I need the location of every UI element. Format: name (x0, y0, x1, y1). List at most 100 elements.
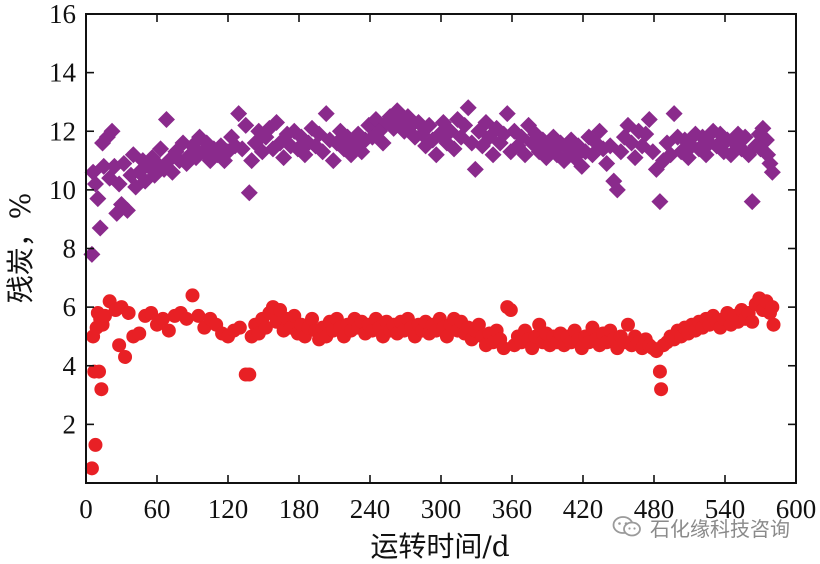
x-tick-label: 600 (776, 494, 817, 524)
diamond-point (83, 245, 101, 263)
circle-point (92, 364, 107, 379)
y-axis-title: 残炭，% (4, 193, 37, 304)
diamond-point (86, 175, 104, 193)
circle-point (185, 288, 200, 303)
diamond-point (752, 140, 769, 158)
y-tick-label: 8 (63, 234, 77, 264)
diamond-point (651, 193, 669, 211)
circle-point (232, 320, 247, 335)
diamond-point (427, 146, 445, 164)
diamond-point (243, 152, 261, 170)
diamond-point (275, 149, 293, 167)
diamond-point (516, 146, 534, 164)
circle-point (112, 338, 127, 353)
circle-point (765, 300, 780, 315)
x-tick-label: 240 (350, 494, 391, 524)
circle-point (94, 382, 109, 397)
circle-point (132, 326, 147, 341)
watermark-text: 石化缘科技咨询 (650, 516, 790, 541)
diamond-point (268, 113, 286, 131)
diamond-point (644, 143, 662, 161)
diamond-point (89, 190, 107, 208)
circle-point (161, 323, 176, 338)
axes: 0 60 120 180 240 300 360 420 480 540 600 2 4 6 8 10 12 14… (49, 0, 816, 524)
diamond-point (591, 122, 609, 140)
diamond-point (573, 157, 591, 175)
circle-point (118, 349, 133, 364)
wechat-icon (612, 516, 641, 537)
y-tick-label: 16 (49, 0, 76, 29)
y-tick-label: 12 (49, 116, 76, 146)
diamond-point (246, 134, 264, 152)
diamond-point (484, 146, 502, 164)
circle-point (121, 305, 136, 320)
circle-point (525, 341, 540, 356)
diamond-point (157, 111, 175, 129)
diamond-point (240, 184, 258, 202)
diamond-point (324, 152, 342, 170)
diamond-point (459, 99, 477, 117)
y-tick-label: 14 (49, 58, 77, 88)
diamond-point (736, 128, 754, 146)
x-tick-label: 360 (492, 494, 533, 524)
circle-point (496, 341, 511, 356)
diamond-point (420, 116, 438, 134)
diamond-point (115, 154, 133, 172)
diamond-point (612, 143, 630, 161)
circle-point (155, 311, 170, 326)
diamond-point (498, 105, 516, 123)
diamond-point (495, 125, 513, 143)
circle-point (585, 320, 600, 335)
diamond-point (665, 105, 683, 123)
circle-point (745, 314, 760, 329)
x-tick-label: 420 (563, 494, 604, 524)
diamond-point (237, 116, 255, 134)
circle-point (179, 311, 194, 326)
circle-point (305, 311, 320, 326)
circle-point (620, 317, 635, 332)
x-tick-label: 60 (144, 494, 171, 524)
watermark: 石化缘科技咨询 (612, 510, 790, 544)
circle-point (471, 317, 486, 332)
y-tick-label: 2 (63, 409, 77, 439)
diamond-point (118, 201, 136, 219)
diamond-point (314, 143, 332, 161)
circle-point (97, 308, 112, 323)
diamond-point (233, 140, 251, 158)
x-tick-label: 120 (208, 494, 249, 524)
y-tick-label: 10 (49, 175, 76, 205)
x-tick-label: 480 (634, 494, 675, 524)
plot-frame (85, 13, 797, 484)
x-tick-label: 300 (421, 494, 462, 524)
circle-point (84, 461, 99, 476)
diamond-point (152, 140, 170, 158)
diamond-point (598, 154, 616, 172)
data-points (83, 99, 781, 476)
diamond-point (445, 140, 463, 158)
circle-point (654, 382, 669, 397)
diamond-point (317, 105, 335, 123)
diamond-point (466, 160, 484, 178)
diamond-point (260, 119, 278, 137)
diamond-point (103, 122, 121, 140)
diamond-point (374, 134, 392, 152)
circle-point (242, 367, 257, 382)
diamond-point (110, 175, 128, 193)
diamond-point (640, 111, 658, 129)
circle-point (258, 320, 273, 335)
circle-point (766, 317, 781, 332)
diamond-point (637, 125, 655, 143)
diamond-point (456, 116, 474, 134)
x-axis-title: 运转时间/d (370, 530, 509, 563)
diamond-point (626, 149, 644, 167)
circle-point (503, 303, 518, 318)
y-tick-label: 6 (63, 292, 77, 322)
diamond-point (163, 163, 181, 181)
diamond-point (95, 157, 113, 175)
diamond-point (763, 163, 781, 181)
y-tick-label: 4 (63, 351, 77, 381)
circle-point (144, 305, 159, 320)
circle-point (88, 437, 103, 452)
diamond-point (91, 219, 109, 237)
